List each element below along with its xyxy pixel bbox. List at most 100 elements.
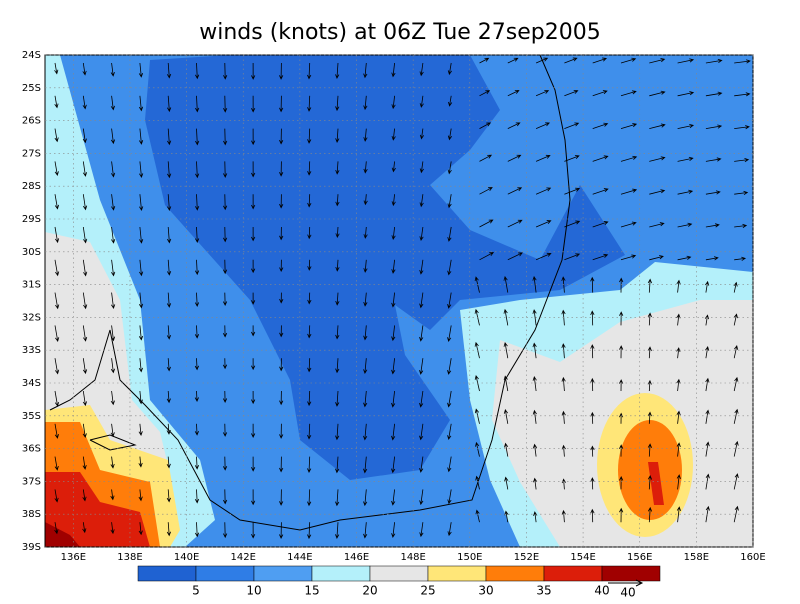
wind-arrow [561, 376, 566, 392]
wind-arrow [279, 325, 284, 338]
wind-arrow [194, 292, 200, 308]
wind-arrow [138, 358, 143, 373]
wind-arrow [166, 292, 172, 308]
wind-arrow [649, 189, 666, 195]
colorbar-box [601, 565, 661, 582]
wind-arrow [447, 62, 452, 76]
wind-arrow [419, 423, 424, 441]
lon-tick-label: 144E [287, 552, 312, 563]
wind-arrow [647, 312, 652, 326]
coastline [89, 434, 137, 451]
wind-arrow [391, 489, 396, 506]
colorbar-box [137, 565, 197, 582]
wind-arrow [54, 194, 60, 210]
wind-arrow [620, 188, 638, 195]
wind-arrow [733, 505, 739, 523]
wind-arrow [647, 474, 653, 490]
wind-arrow [110, 522, 115, 535]
wind-arrow [561, 444, 566, 457]
wind-arrow [564, 57, 578, 64]
wind-arrow [335, 292, 340, 306]
wind-arrow [54, 161, 59, 177]
wind-arrow [251, 489, 256, 506]
lat-tick-label: 37S [22, 476, 41, 487]
wind-arrow [705, 190, 721, 195]
wind-arrow [138, 489, 143, 502]
wind-arrow [479, 252, 495, 261]
wind-arrow [532, 443, 538, 457]
wind-arrow [82, 522, 87, 534]
colorbar-label: 5 [192, 584, 200, 598]
wind-arrow [705, 377, 710, 392]
wind-arrow [251, 226, 256, 242]
wind-arrow [111, 292, 116, 310]
wind-arrow [307, 423, 312, 440]
wind-arrow [734, 59, 751, 64]
wind-arrow [419, 489, 424, 506]
colorbar-box [195, 565, 255, 582]
wind-arrow [592, 57, 608, 64]
lat-tick-label: 36S [22, 444, 41, 455]
wind-arrow [138, 390, 143, 405]
wind-arrow [138, 95, 144, 112]
wind-arrow [166, 62, 172, 79]
wind-arrow [363, 522, 368, 539]
wind-arrow [54, 325, 60, 343]
wind-arrow [619, 277, 624, 293]
wind-arrow [647, 443, 652, 457]
wind-arrow [503, 408, 509, 424]
lon-tick-label: 152E [514, 552, 539, 563]
wind-arrow [447, 292, 452, 309]
wind-arrow [279, 522, 284, 540]
wind-arrow [590, 377, 595, 392]
contour-region [648, 462, 664, 505]
wind-arrow [139, 161, 144, 179]
wind-arrow [139, 226, 144, 244]
wind-arrow [279, 194, 284, 209]
wind-arrow [447, 456, 452, 473]
wind-arrow [649, 123, 666, 129]
wind-arrow [307, 226, 312, 240]
wind-arrow [479, 154, 493, 162]
wind-arrow [734, 223, 748, 228]
lat-tick-label: 31S [22, 280, 41, 291]
wind-arrow [279, 489, 284, 506]
wind-arrow [532, 275, 537, 293]
lat-tick-label: 38S [22, 509, 41, 520]
wind-arrow [447, 259, 452, 276]
wind-arrow [479, 187, 493, 195]
wind-arrow [363, 128, 368, 142]
wind-arrow [535, 57, 549, 64]
wind-arrow [307, 522, 312, 540]
wind-arrow [620, 90, 637, 97]
wind-arrow [504, 442, 509, 457]
wind-arrow [620, 123, 638, 129]
wind-arrow [54, 128, 59, 143]
wind-arrow [620, 221, 637, 228]
wind-arrow [195, 128, 200, 146]
wind-arrow [391, 456, 396, 474]
wind-arrow [110, 390, 115, 406]
colorbar-label: 35 [536, 584, 551, 598]
wind-arrow [391, 423, 396, 441]
wind-arrow [535, 252, 552, 261]
wind-arrow [307, 128, 312, 144]
wind-arrow [363, 62, 368, 79]
wind-arrow [335, 226, 340, 239]
wind-arrow [251, 423, 256, 438]
wind-arrow [82, 226, 88, 244]
wind-arrow [222, 358, 228, 370]
colorbar-box [369, 565, 429, 582]
wind-arrow [649, 90, 666, 97]
wind-arrow [447, 489, 452, 505]
wind-arrow [110, 358, 116, 374]
wind-arrow [474, 408, 480, 424]
wind-arrow [54, 423, 59, 439]
wind-arrow [733, 440, 739, 457]
wind-arrow [82, 161, 88, 177]
wind-arrow [335, 423, 340, 441]
wind-arrow [251, 95, 256, 113]
lat-tick-label: 25S [22, 83, 41, 94]
wind-arrow [564, 155, 580, 162]
